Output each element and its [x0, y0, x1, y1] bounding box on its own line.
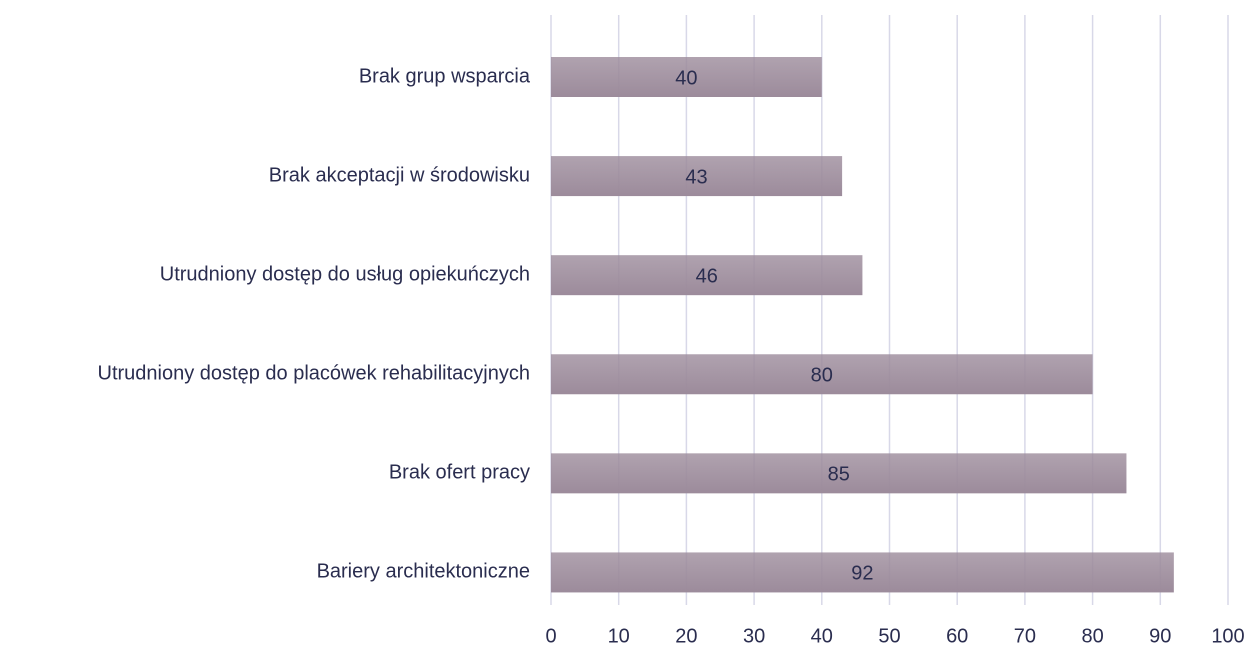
bar: [551, 453, 1127, 494]
x-tick-label: 70: [1014, 625, 1036, 645]
bar: [551, 354, 1093, 395]
data-label: 43: [685, 166, 707, 188]
x-tick-label: 100: [1211, 625, 1244, 645]
y-tick-label: Brak ofert pracy: [389, 462, 530, 484]
x-tick-label: 90: [1149, 625, 1171, 645]
y-tick-label: Brak akceptacji w środowisku: [269, 164, 530, 186]
y-tick-label: Utrudniony dostęp do placówek rehabilita…: [98, 363, 530, 385]
data-label: 46: [696, 265, 718, 287]
x-tick-label: 30: [743, 625, 765, 645]
data-label: 40: [675, 67, 697, 89]
x-tick-label: 0: [545, 625, 556, 645]
x-tick-label: 50: [878, 625, 900, 645]
bar: [551, 57, 822, 97]
bar: [551, 156, 843, 197]
data-label: 80: [811, 365, 833, 387]
y-tick-label: Utrudniony dostęp do usług opiekuńczych: [160, 263, 530, 285]
x-tick-label: 20: [675, 625, 697, 645]
y-tick-label: Brak grup wsparcia: [359, 65, 531, 87]
x-tick-label: 60: [946, 625, 968, 645]
bar: [551, 552, 1174, 593]
bar: [551, 255, 863, 296]
data-label: 85: [828, 464, 850, 486]
data-label: 92: [851, 563, 873, 585]
x-tick-label: 10: [608, 625, 630, 645]
x-tick-label: 80: [1081, 625, 1103, 645]
y-tick-label: Bariery architektoniczne: [317, 561, 530, 583]
x-tick-label: 40: [811, 625, 833, 645]
